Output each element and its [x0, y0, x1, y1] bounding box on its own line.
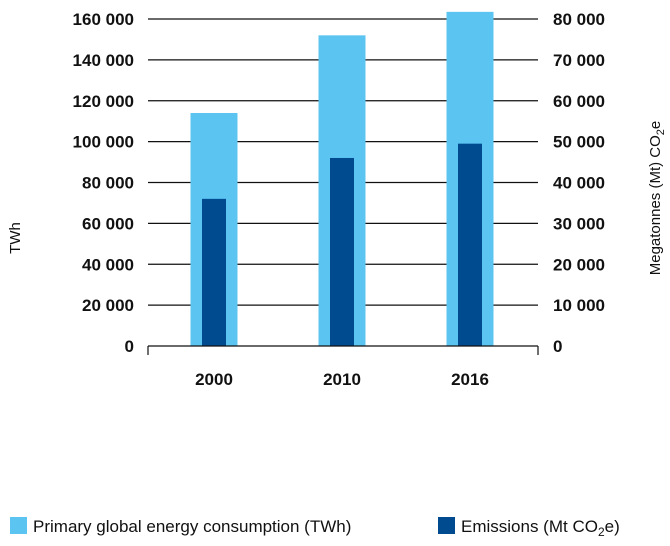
- legend-label-energy: Primary global energy consumption (TWh): [33, 517, 351, 536]
- left-tick-label: 160 000: [73, 10, 134, 29]
- left-tick-label: 40 000: [82, 255, 134, 274]
- right-tick-label: 0: [553, 337, 562, 356]
- bar-emissions: [330, 157, 354, 346]
- right-tick-label: 20 000: [553, 255, 605, 274]
- right-tick-label: 40 000: [553, 174, 605, 193]
- bars: [190, 11, 494, 347]
- legend-label-emissions: Emissions (Mt CO2e): [461, 517, 620, 539]
- left-tick-label: 60 000: [82, 214, 134, 233]
- bar-emissions: [202, 198, 226, 346]
- right-tick-label: 80 000: [553, 10, 605, 29]
- legend-swatch-energy: [10, 517, 27, 534]
- left-tick-label: 140 000: [73, 51, 134, 70]
- left-tick-label: 120 000: [73, 92, 134, 111]
- right-tick-label: 30 000: [553, 214, 605, 233]
- left-tick-label: 0: [125, 337, 134, 356]
- left-tick-label: 20 000: [82, 296, 134, 315]
- legend: Primary global energy consumption (TWh) …: [10, 517, 620, 539]
- left-tick-label: 80 000: [82, 174, 134, 193]
- axes: 0 0 20 000 10 000 40 000 20 000 60 000 30 000 80…: [73, 10, 605, 389]
- legend-swatch-emissions: [438, 517, 455, 534]
- right-tick-label: 50 000: [553, 133, 605, 152]
- left-tick-label: 100 000: [73, 133, 134, 152]
- x-tick-label: 2016: [451, 370, 489, 389]
- x-tick-label: 2010: [323, 370, 361, 389]
- right-tick-label: 10 000: [553, 296, 605, 315]
- right-tick-label: 60 000: [553, 92, 605, 111]
- right-axis-label: Megatonnes (Mt) CO2e: [647, 121, 667, 276]
- x-tick-label: 2000: [195, 370, 233, 389]
- right-tick-label: 70 000: [553, 51, 605, 70]
- bar-emissions: [458, 143, 482, 346]
- left-axis-label: TWh: [7, 222, 24, 254]
